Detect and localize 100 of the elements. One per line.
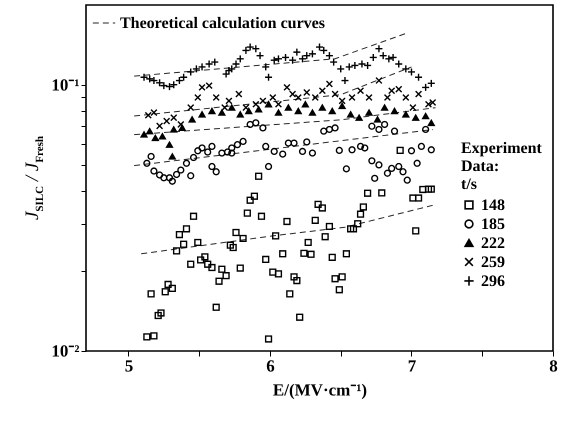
y-tick-label: 10⁻¹ [51,76,80,95]
point [350,61,360,70]
point [303,88,310,96]
point [170,80,178,89]
point [198,84,206,92]
point [409,104,417,112]
point [264,101,272,108]
point [424,100,432,108]
point [348,94,356,102]
point [369,53,378,62]
point [394,60,403,68]
point [198,111,206,118]
point [429,98,436,106]
point [365,94,373,102]
point [270,56,278,64]
point [428,120,435,126]
point [163,117,170,125]
point [198,62,206,72]
point [414,73,423,82]
point [345,62,354,72]
point [222,70,230,78]
point [412,114,420,121]
point [328,108,336,114]
point [326,80,334,88]
point [152,134,159,142]
point [210,58,219,66]
point [204,60,214,68]
point [170,126,178,133]
point [315,42,324,52]
x-tick-label: 8 [549,356,558,376]
point [292,48,302,56]
x-tick-label: 6 [266,356,275,376]
legend-label: Theoretical calculation curves [120,15,325,32]
point [158,133,166,140]
point [218,109,226,116]
point [146,128,154,134]
x-tick-label: 5 [124,356,134,376]
legend-label: 296 [481,272,505,290]
point [421,83,430,92]
point [224,66,234,75]
point [140,131,148,138]
point [414,90,422,98]
point [294,94,302,102]
point [302,101,309,108]
legend-label: 185 [481,216,505,233]
point [340,76,350,85]
point [156,122,164,130]
point [356,114,363,121]
point [188,116,196,123]
point [308,109,316,116]
point [206,82,213,90]
point [274,54,283,64]
point [374,44,384,53]
point [232,60,240,68]
point [318,87,326,94]
point [336,64,345,74]
point [422,112,430,120]
point [288,56,297,64]
point [402,111,410,118]
point [395,86,402,93]
point [288,90,296,98]
point [186,68,195,76]
point [331,90,339,98]
point [281,53,290,62]
legend-title: Experiment Data: t/s [461,140,543,193]
line-series [140,204,434,254]
point [384,94,392,102]
point [252,100,260,108]
point [312,94,319,102]
point [347,111,354,118]
point [388,53,398,62]
x-axis-title: E/(MV·cm⁻¹) [272,380,368,400]
point [192,64,201,74]
point [338,97,346,104]
point [242,104,250,112]
point [380,104,388,111]
point [236,111,244,118]
point [356,87,364,94]
point [255,106,262,112]
point [166,141,174,148]
point [262,62,270,72]
point [150,108,158,116]
point [177,120,184,128]
point [318,104,326,111]
point [374,116,382,123]
point [274,100,282,108]
y-tick-label: 10⁻² [51,342,80,360]
x-tick-label: 7 [408,356,417,376]
point [194,94,202,102]
point [144,112,152,119]
point [284,104,292,111]
point [388,87,396,94]
point [208,108,216,114]
point [402,94,410,102]
point [179,73,188,82]
point [168,153,176,160]
point [228,104,236,111]
point [256,51,264,60]
point [308,50,317,58]
point [221,104,228,112]
